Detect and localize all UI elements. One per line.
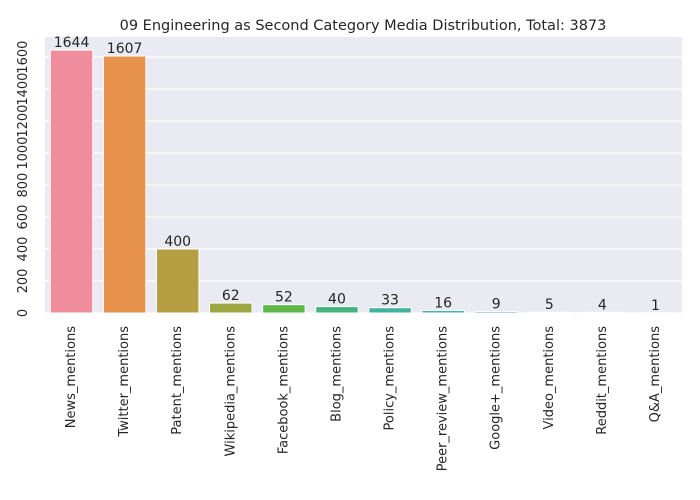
x-tick-label: Twitter_mentions [117,326,132,438]
bar-value-labels: 1644 1607 400 62 52 40 33 16 9 5 4 1 [54,35,660,314]
bar-value-label: 1607 [107,41,143,57]
bar-policy-mentions [368,307,412,314]
y-tick-label: 1000 [16,137,31,170]
chart-title: 09 Engineering as Second Category Media … [120,18,607,34]
bar-reddit-mentions [580,311,625,314]
x-tick-label: Patent_mentions [170,326,185,435]
bar-value-label: 400 [164,234,191,250]
x-tick-label: Video_mentions [542,326,557,430]
bar-patent-mentions [155,248,200,314]
bar-wikipedia-mentions [209,302,253,314]
bar-twitter-mentions [102,55,147,314]
y-tick-label: 200 [16,269,31,294]
y-tick-label: 800 [16,173,31,198]
x-tick-label: Google+_mentions [489,326,504,450]
x-tick-label: Policy_mentions [383,326,398,431]
bar-value-label: 33 [381,293,399,309]
plot-area [45,37,682,313]
bars [49,49,678,314]
y-tick-label: 1200 [16,105,31,138]
bar-value-label: 5 [545,297,554,313]
bar-blog-mentions [315,306,359,314]
bar-value-label: 1 [651,298,660,314]
bar-facebook-mentions [262,304,306,314]
bar-value-label: 9 [492,297,501,313]
y-tick-label: 1600 [16,41,31,74]
x-tick-label: Reddit_mentions [595,326,610,435]
x-tick-label: Wikipedia_mentions [223,326,238,457]
x-tick-label: Peer_review_mentions [436,326,451,472]
bar-value-label: 52 [275,290,293,306]
bar-google-mentions [474,311,518,314]
x-tick-labels: News_mentions Twitter_mentions Patent_ment… [64,326,663,472]
bar-value-label: 1644 [54,35,90,51]
bar-value-label: 4 [598,297,607,313]
bar-value-label: 40 [328,292,346,308]
y-tick-label: 0 [16,309,31,317]
x-tick-label: News_mentions [64,326,79,428]
y-tick-label: 600 [16,205,31,230]
x-tick-label: Blog_mentions [329,326,344,422]
y-tick-label: 1400 [16,73,31,106]
bar-value-label: 16 [434,295,452,311]
bar-peer-review-mentions [421,309,465,314]
bar-news-mentions [49,49,94,314]
gridlines [45,56,682,314]
y-tick-label: 400 [16,237,31,262]
x-tick-label: Q&A_mentions [648,326,663,423]
x-tick-label: Facebook_mentions [276,326,291,454]
bar-value-label: 62 [222,288,240,304]
bar-video-mentions [527,311,572,314]
